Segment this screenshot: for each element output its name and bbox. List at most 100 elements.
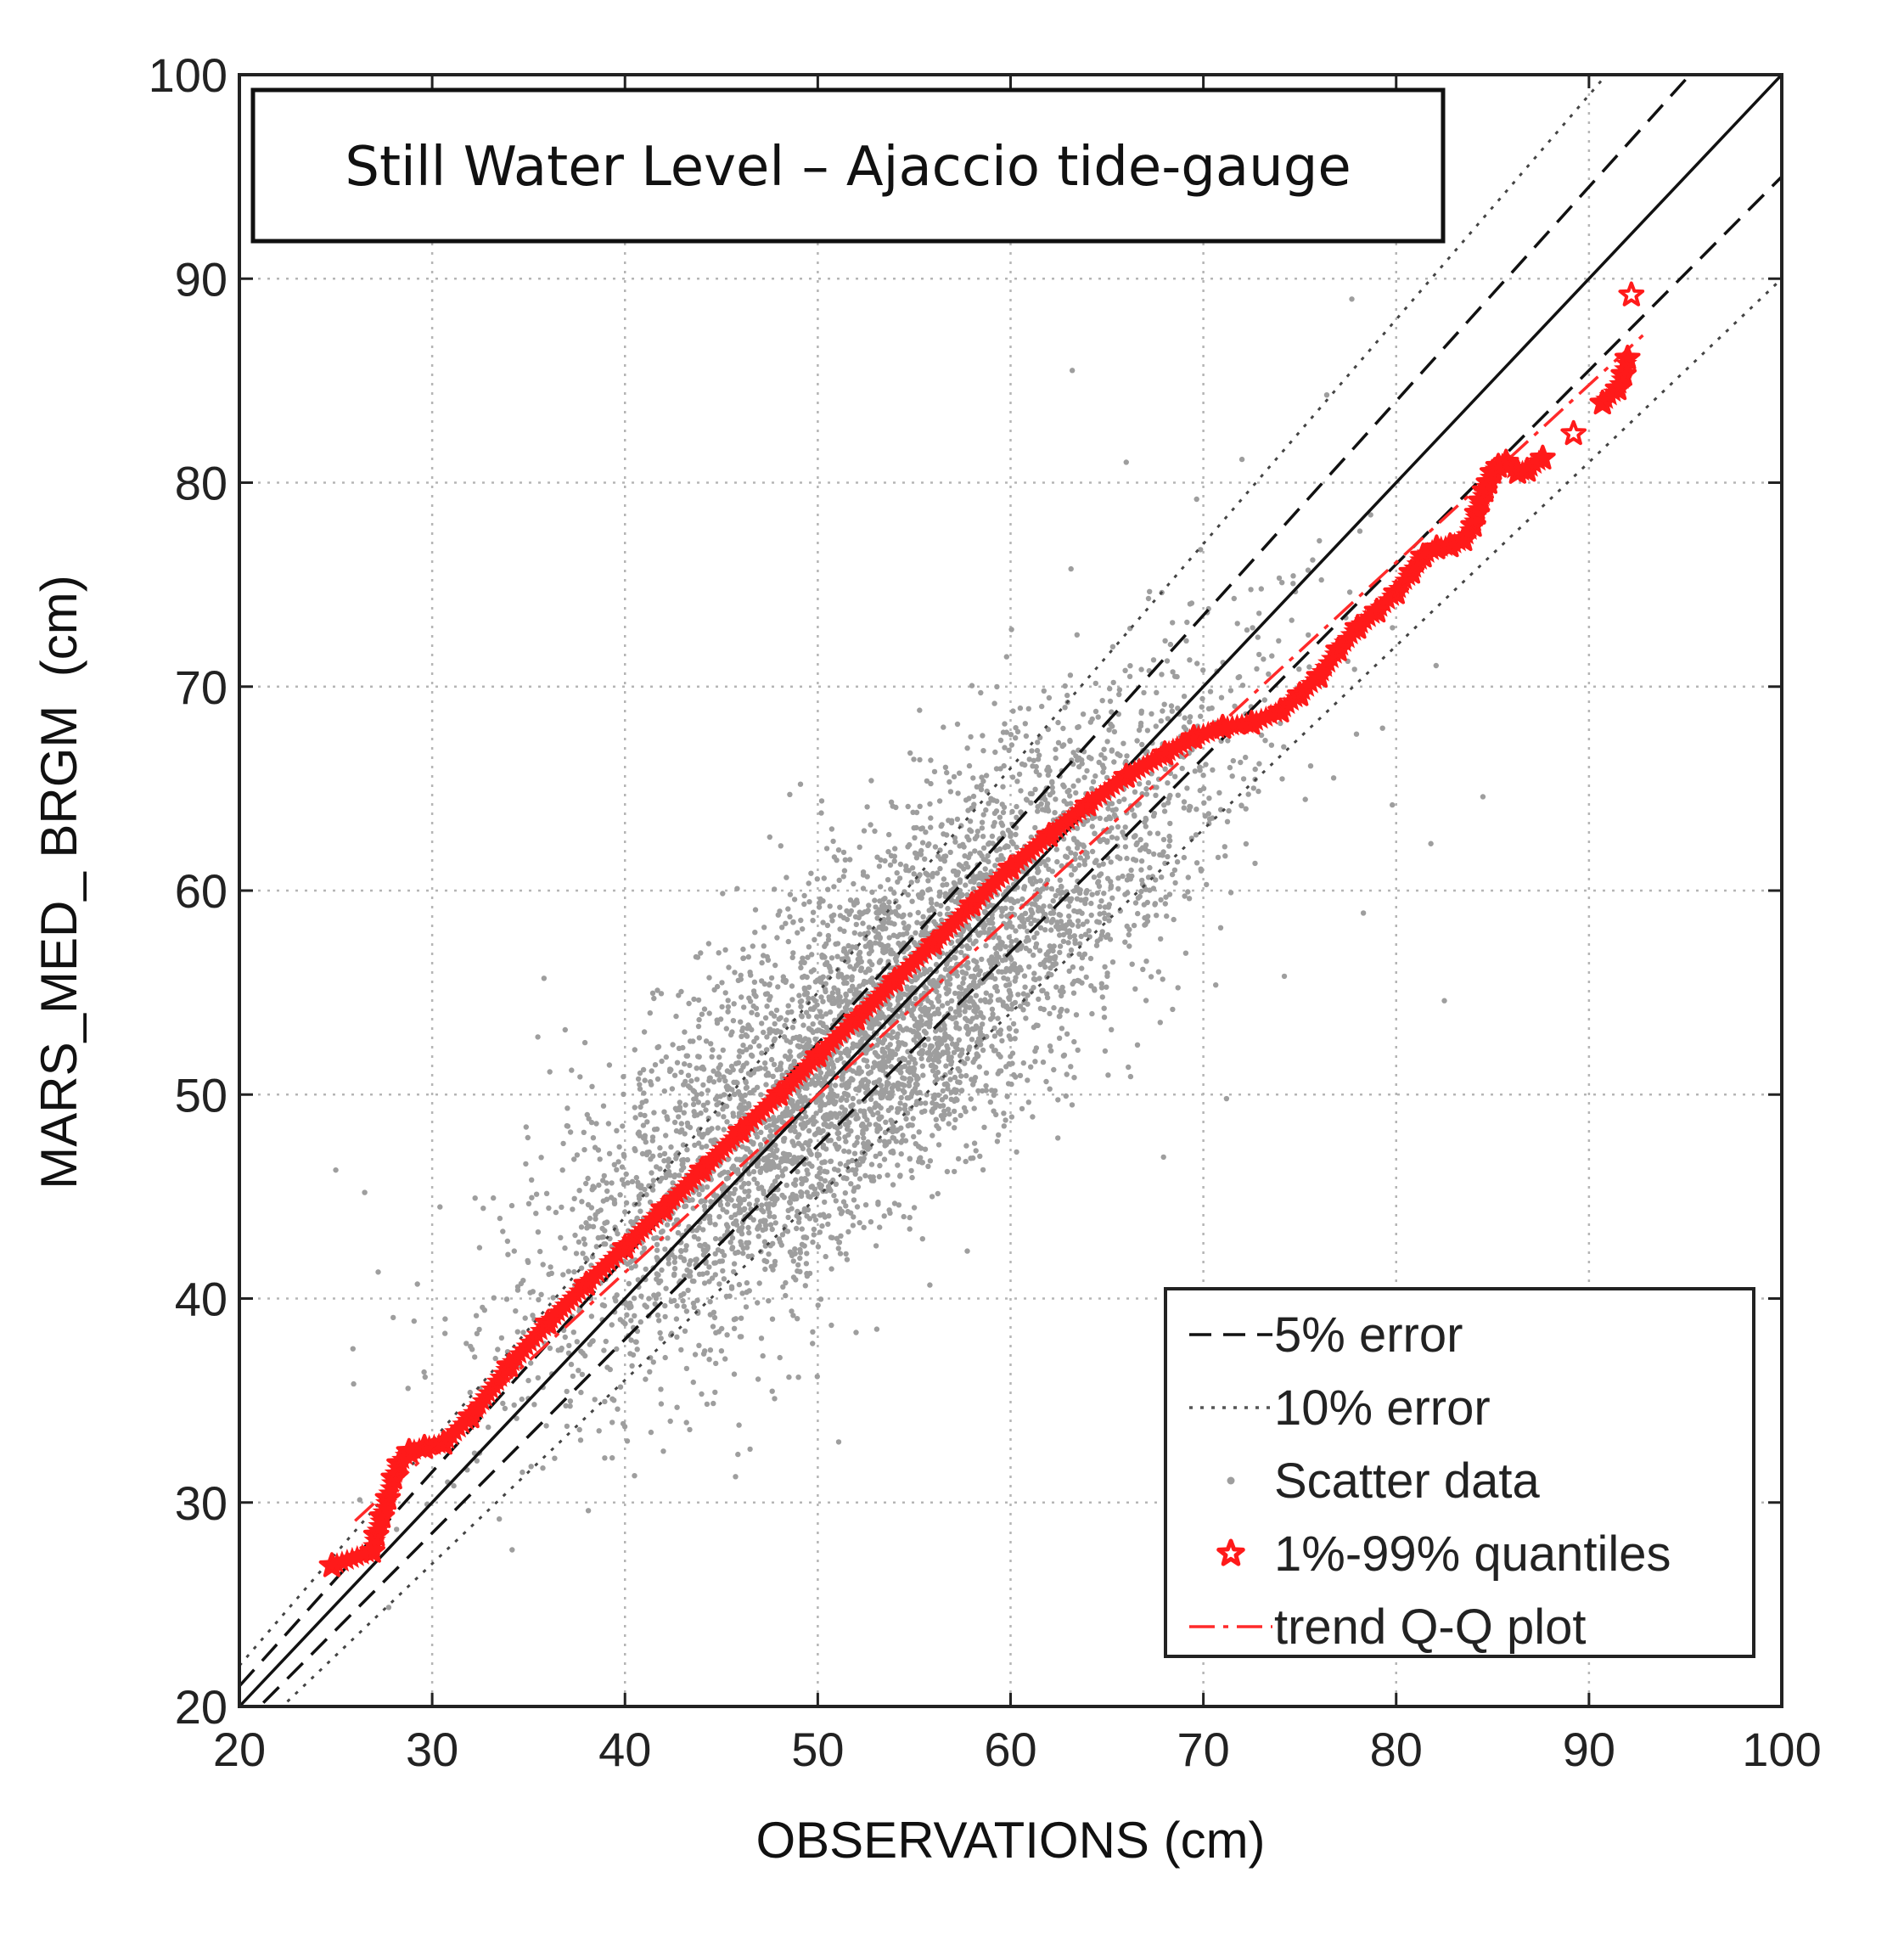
scatter-point — [821, 1077, 828, 1082]
scatter-point — [906, 1082, 913, 1089]
scatter-point — [828, 1322, 834, 1329]
scatter-point — [992, 945, 998, 952]
scatter-point — [690, 1300, 697, 1307]
scatter-point — [866, 1122, 873, 1127]
scatter-point — [745, 1071, 752, 1077]
scatter-point — [992, 749, 998, 756]
scatter-point — [1224, 818, 1231, 824]
scatter-point — [604, 1188, 610, 1195]
scatter-point — [756, 1043, 762, 1049]
scatter-point — [980, 1167, 986, 1173]
scatter-point — [953, 1024, 960, 1030]
scatter-point — [901, 1015, 907, 1021]
scatter-point — [576, 1239, 582, 1245]
scatter-point — [665, 1163, 671, 1170]
scatter-point — [829, 918, 835, 924]
scatter-point — [1102, 964, 1108, 970]
scatter-point — [745, 1193, 751, 1200]
scatter-point — [923, 1100, 929, 1106]
scatter-point — [1129, 961, 1135, 967]
scatter-point — [1162, 901, 1169, 907]
scatter-point — [1040, 1059, 1047, 1065]
scatter-point — [573, 1251, 580, 1257]
scatter-point — [790, 950, 796, 956]
scatter-point — [991, 1033, 998, 1039]
scatter-point — [1161, 701, 1167, 707]
scatter-point — [1126, 931, 1132, 938]
scatter-point — [1150, 885, 1157, 891]
scatter-point — [662, 1354, 668, 1361]
scatter-point — [1008, 1054, 1014, 1060]
scatter-point — [967, 827, 973, 833]
scatter-point — [728, 1285, 735, 1291]
scatter-point — [568, 1361, 575, 1368]
scatter-point — [810, 918, 816, 924]
scatter-point — [659, 1175, 665, 1182]
scatter-point — [800, 1145, 806, 1152]
scatter-point — [948, 818, 955, 824]
scatter-point — [803, 1261, 810, 1267]
scatter-point — [860, 1158, 866, 1164]
scatter-point — [971, 1140, 978, 1146]
scatter-point — [817, 1166, 823, 1172]
scatter-point — [451, 1482, 457, 1489]
scatter-point — [767, 981, 772, 987]
scatter-point — [543, 1190, 550, 1197]
scatter-point — [784, 1228, 791, 1234]
scatter-point — [1020, 1007, 1026, 1013]
scatter-point — [967, 818, 974, 824]
scatter-point — [746, 1024, 752, 1030]
scatter-point — [529, 1195, 535, 1200]
scatter-point — [817, 1212, 823, 1218]
scatter-point — [942, 891, 949, 897]
scatter-point — [837, 1251, 844, 1257]
scatter-point — [798, 917, 804, 924]
scatter-point — [755, 1300, 761, 1306]
scatter-point — [665, 1235, 671, 1241]
scatter-point — [1216, 790, 1222, 796]
scatter-point — [744, 1060, 750, 1066]
scatter-point — [764, 991, 771, 997]
scatter-point — [791, 897, 798, 902]
scatter-point — [719, 1170, 725, 1177]
scatter-point — [779, 1172, 786, 1178]
scatter-point — [746, 1188, 752, 1195]
scatter-point — [1356, 528, 1363, 534]
scatter-point — [992, 863, 998, 869]
scatter-point — [570, 1206, 576, 1212]
scatter-point — [1068, 565, 1074, 572]
scatter-point — [877, 1162, 883, 1169]
scatter-point — [834, 1130, 840, 1137]
scatter-point — [828, 1093, 834, 1099]
scatter-point — [480, 1304, 486, 1311]
scatter-point — [1379, 725, 1385, 731]
scatter-point — [508, 1202, 515, 1209]
scatter-point — [853, 1086, 859, 1093]
scatter-point — [1162, 860, 1168, 867]
scatter-point — [828, 1158, 834, 1165]
scatter-point — [996, 969, 1002, 975]
scatter-point — [712, 1235, 719, 1242]
scatter-point — [929, 900, 935, 906]
scatter-point — [683, 1308, 690, 1314]
scatter-point — [472, 1354, 478, 1360]
scatter-point — [859, 1121, 866, 1127]
scatter-point — [581, 1129, 587, 1136]
scatter-point — [787, 914, 793, 920]
scatter-point — [909, 1174, 915, 1181]
scatter-point — [761, 953, 767, 959]
scatter-point — [661, 1109, 667, 1115]
scatter-point — [896, 1202, 902, 1208]
scatter-point — [588, 1313, 595, 1319]
scatter-point — [787, 1200, 794, 1206]
scatter-point — [1087, 955, 1094, 962]
scatter-point — [960, 980, 966, 987]
scatter-point — [868, 1069, 874, 1076]
scatter-point — [937, 865, 943, 872]
scatter-point — [500, 1228, 506, 1234]
scatter-point — [1080, 921, 1087, 927]
scatter-point — [789, 1009, 795, 1015]
scatter-point — [718, 1348, 725, 1354]
scatter-point — [799, 1116, 805, 1122]
scatter-point — [1075, 1047, 1081, 1054]
